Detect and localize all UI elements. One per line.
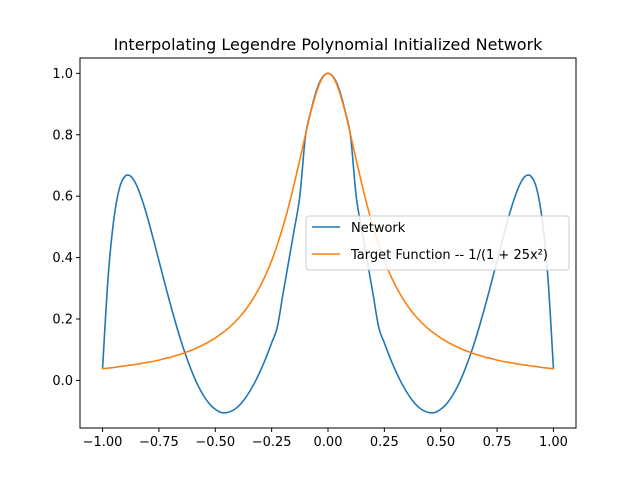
plot-frame <box>79 57 577 429</box>
y-tick-label: 0.8 <box>52 128 73 143</box>
x-tick-label: 0.25 <box>370 435 399 450</box>
y-axis-ticks: 0.0 0.2 0.4 0.6 0.8 1.0 <box>52 67 80 389</box>
y-tick-label: 0.2 <box>52 312 73 327</box>
x-tick-label: 1.00 <box>539 435 568 450</box>
x-tick-label: 0.75 <box>483 435 512 450</box>
y-tick-label: 0.4 <box>52 251 73 266</box>
y-tick-label: 0.0 <box>52 374 73 389</box>
y-tick-label: 1.0 <box>52 67 73 82</box>
legend-label: Target Function -- 1/(1 + 25x²) <box>350 248 548 263</box>
x-tick-label: −0.25 <box>252 435 292 450</box>
chart-title: Interpolating Legendre Polynomial Initia… <box>114 35 544 54</box>
x-tick-label: −0.50 <box>195 435 235 450</box>
legend-box <box>305 215 570 271</box>
x-tick-label: 0.50 <box>426 435 455 450</box>
legend: Network Target Function -- 1/(1 + 25x²) <box>305 215 570 271</box>
legend-label: Network <box>351 221 406 236</box>
series-layer <box>101 72 555 414</box>
x-tick-label: 0.00 <box>314 435 343 450</box>
x-axis-ticks: −1.00 −0.75 −0.50 −0.25 0.00 0.25 0.50 0.75 1.00 <box>83 428 568 450</box>
x-tick-label: −0.75 <box>139 435 179 450</box>
y-tick-label: 0.6 <box>52 190 73 205</box>
series-line-target-function <box>101 72 555 370</box>
x-tick-label: −1.00 <box>83 435 123 450</box>
